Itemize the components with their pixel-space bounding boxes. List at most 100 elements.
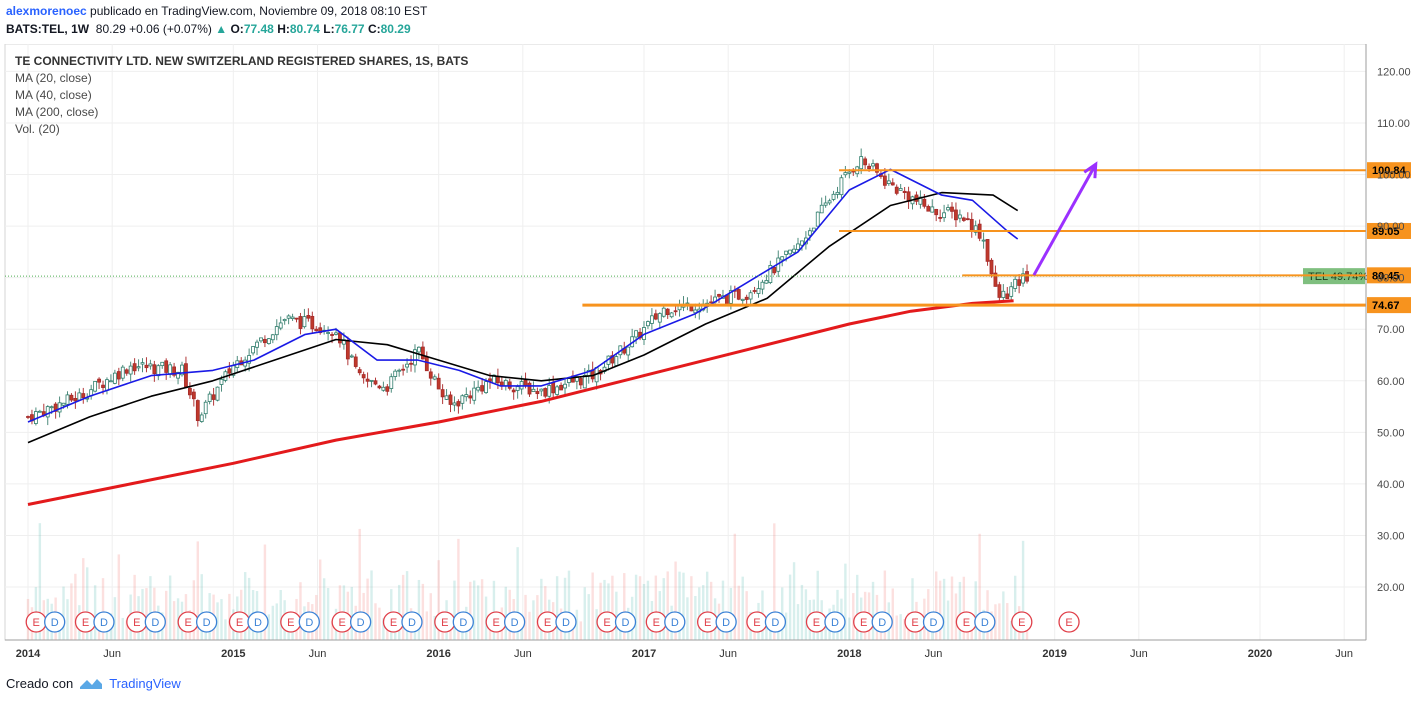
dividend-marker[interactable] — [195, 611, 218, 633]
candle-body — [950, 206, 954, 212]
dividend-marker[interactable] — [298, 611, 320, 633]
volume-bar — [852, 593, 855, 640]
dividend-marker[interactable] — [922, 611, 945, 633]
candle-body — [867, 165, 871, 170]
candle-body — [780, 256, 785, 261]
volume-bar — [615, 591, 618, 640]
legend-ma200[interactable]: MA (200, close) — [15, 105, 99, 119]
candle-body — [101, 384, 105, 388]
symbol-label: BATS:TEL, 1W — [6, 22, 90, 36]
dividend-marker[interactable] — [503, 611, 526, 633]
candle-body — [136, 366, 141, 369]
volume-bar — [228, 593, 231, 640]
dividend-marker[interactable] — [44, 611, 66, 633]
candle-body — [263, 338, 267, 344]
candle-body — [614, 356, 619, 366]
volume-bar — [662, 578, 665, 640]
dividend-marker[interactable] — [401, 611, 423, 633]
volume-bar — [93, 585, 97, 640]
dividend-marker[interactable] — [715, 611, 737, 633]
dividend-marker[interactable] — [764, 611, 787, 633]
volume-bar — [326, 587, 330, 640]
volume-bar — [524, 594, 527, 640]
candle-body — [515, 386, 520, 391]
candle-body — [626, 346, 631, 356]
dividend-marker[interactable] — [93, 611, 115, 633]
publication-line: alexmorenoec publicado en TradingView.co… — [6, 4, 427, 18]
candle-body — [480, 385, 485, 392]
volume-bar — [279, 590, 282, 640]
dividend-marker[interactable] — [555, 611, 577, 633]
legend-volume[interactable]: Vol. (20) — [15, 122, 60, 136]
candle-body — [338, 332, 342, 344]
candle-body — [1005, 293, 1010, 300]
volume-bar — [686, 597, 689, 640]
dividend-marker[interactable] — [247, 611, 269, 633]
marker-label: D — [203, 617, 211, 629]
volume-bar — [370, 570, 373, 640]
marker-label: E — [236, 617, 243, 629]
ma20-line — [27, 168, 1019, 423]
last-price: 80.29 — [95, 22, 126, 36]
candle-body — [563, 383, 567, 389]
legend-ma20[interactable]: MA (20, close) — [15, 71, 92, 85]
volume-bar — [563, 577, 567, 640]
tradingview-logo-icon[interactable] — [79, 677, 103, 691]
projection-arrowhead — [1083, 161, 1098, 179]
x-tick-label: 2018 — [837, 648, 861, 660]
marker-label: D — [831, 617, 839, 629]
legend-ma40[interactable]: MA (40, close) — [15, 88, 92, 102]
volume-bar — [883, 570, 887, 640]
x-tick-label: 2017 — [632, 648, 656, 660]
volume-bar — [844, 563, 847, 640]
projection-arrow[interactable] — [1032, 163, 1098, 276]
dividend-marker[interactable] — [452, 611, 474, 633]
volume-bar — [476, 585, 480, 640]
dividend-marker[interactable] — [144, 611, 166, 633]
earnings-marker[interactable] — [1011, 611, 1033, 633]
volume-bar — [149, 576, 152, 640]
volume-bar — [705, 571, 709, 640]
tradingview-link[interactable]: TradingView — [109, 676, 181, 691]
dividend-marker[interactable] — [614, 611, 637, 633]
volume-bar — [587, 594, 590, 640]
volume-bar — [484, 596, 488, 640]
candle-body — [894, 186, 899, 194]
dividend-marker[interactable] — [664, 611, 686, 633]
candle-body — [274, 326, 279, 336]
candle-body — [847, 171, 852, 174]
candle-body — [428, 371, 433, 379]
volume-bar — [796, 604, 800, 640]
candle-body — [184, 363, 188, 387]
volume-bar — [504, 586, 507, 640]
earnings-marker[interactable] — [1058, 611, 1080, 633]
candle-body — [116, 371, 121, 380]
candle-body — [922, 198, 927, 207]
level-tag — [1367, 222, 1411, 239]
up-triangle-icon: ▲ — [215, 22, 228, 36]
candle-body — [657, 313, 662, 323]
dividend-marker[interactable] — [824, 611, 846, 633]
volume-bar — [165, 590, 168, 640]
author-link[interactable]: alexmorenoec — [6, 4, 87, 18]
volume-bar — [974, 581, 977, 640]
dividend-marker[interactable] — [974, 611, 996, 633]
footer: Creado con TradingView — [6, 676, 181, 691]
candle-body — [535, 391, 540, 395]
x-tick-label: Jun — [1130, 648, 1148, 660]
volume-bar — [674, 561, 677, 640]
candle-body — [1013, 278, 1018, 289]
dividend-marker[interactable] — [871, 611, 893, 633]
candle-body — [393, 370, 398, 377]
dividend-marker[interactable] — [349, 611, 372, 633]
candle-body — [764, 280, 769, 284]
candle-body — [961, 217, 966, 221]
candle-body — [831, 193, 836, 200]
candle-body — [152, 364, 157, 375]
volume-bar — [773, 523, 776, 640]
candle-body — [665, 308, 670, 316]
candle-body — [219, 378, 224, 385]
volume-bar — [70, 583, 73, 640]
